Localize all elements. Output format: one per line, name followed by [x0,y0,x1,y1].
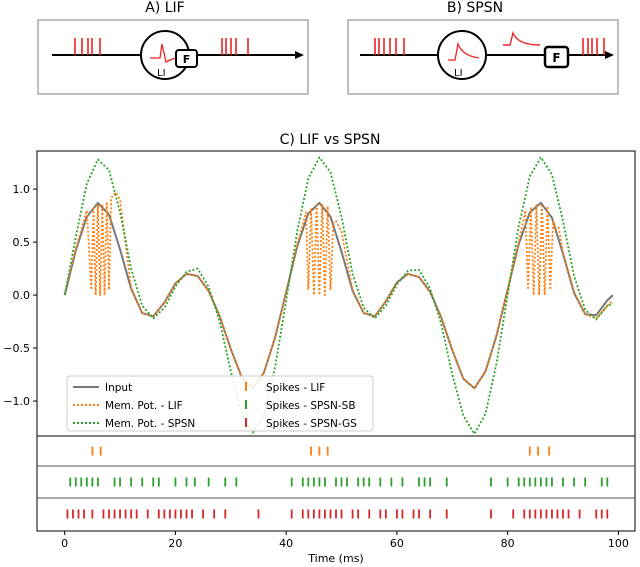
panel-a-membrane-trace-icon [150,43,177,63]
legend-label-spikes-lif: Spikes - LIF [266,382,325,394]
y-tick-label: 0.5 [13,236,31,249]
legend-box [66,375,374,432]
x-tick-label: 60 [390,537,404,550]
main-plot-area: 1.0 0.5 0.0 −0.5 −1.0 0 20 40 60 80 100 Time (ms) [3,150,636,565]
series-line-spsn [63,156,614,435]
legend-label-spikes-sb: Spikes - SPSN-SB [266,400,356,412]
y-tick-label: 0.0 [13,289,31,302]
panel-b-arrowhead-icon [605,51,614,59]
legend-label-spikes-gs: Spikes - SPSN-GS [266,418,357,430]
series-line-lif [63,191,614,390]
x-tick-label: 0 [61,537,68,550]
panel-b-input-spikes [374,38,405,55]
spike-raster [66,446,609,519]
y-axis: 1.0 0.5 0.0 −0.5 −1.0 [3,183,37,408]
panel-a-fire-box [175,49,198,68]
panel-a-arrowhead-icon [295,51,304,59]
panel-a-output-spikes [221,38,249,55]
panel-a-title: A) LIF [145,0,185,16]
y-tick-label: −0.5 [3,342,30,355]
panel-b-fire-box-label: F [552,51,560,65]
panel-b-neuron-icon [437,30,487,80]
y-tick-label: −1.0 [3,395,30,408]
x-tick-label: 100 [608,537,629,550]
panel-b-fire-box [543,45,570,69]
panel-b-title: B) SPSN [446,0,504,16]
panel-a-input-spikes [74,38,101,55]
panel-b-output-spikes [582,38,605,55]
x-tick-label: 20 [168,537,182,550]
panel-b-neuron-label: LI [454,68,463,79]
x-axis: 0 20 40 60 80 100 [61,531,629,550]
panel-a-diagram: LI F [37,19,309,95]
x-tick-label: 80 [501,537,515,550]
x-tick-label: 40 [279,537,293,550]
legend: Input Mem. Pot. - LIF Mem. Pot. - SPSN S… [66,375,374,432]
plot-frame [36,150,636,532]
x-axis-label: Time (ms) [307,552,363,565]
legend-label-input: Input [105,382,132,394]
legend-label-lif: Mem. Pot. - LIF [105,400,183,412]
series-layer [63,156,614,435]
panel-b-diagram: LI F [347,19,619,95]
panel-b-membrane-trace-icon [448,41,480,61]
y-tick-label: 1.0 [13,183,31,196]
panel-a-fire-box-label: F [183,53,191,66]
panel-a-neuron-label: LI [157,68,166,79]
chart-title: C) LIF vs SPSN [279,132,381,148]
legend-label-spsn: Mem. Pot. - SPSN [105,418,195,430]
series-line-input [63,201,614,390]
panel-b-potential-trace-icon [503,30,541,46]
